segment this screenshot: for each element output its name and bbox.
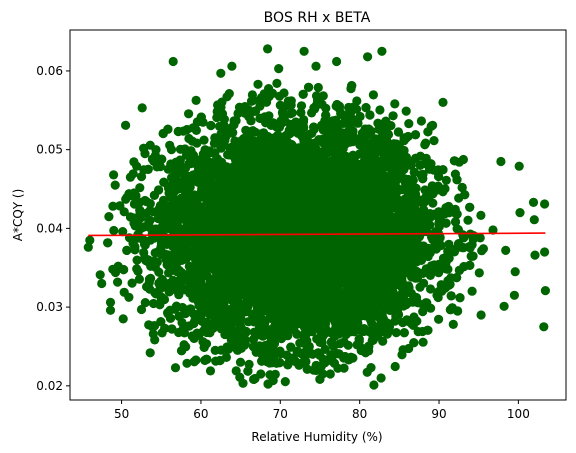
scatter-point [313,82,323,93]
scatter-point [401,133,411,143]
scatter-point [418,307,428,317]
scatter-point [418,337,428,347]
scatter-point [253,79,263,89]
scatter-points [83,44,551,390]
scatter-point [425,284,436,294]
scatter-point [444,239,454,249]
scatter-point [272,78,282,88]
scatter-point [113,277,123,287]
scatter-point [368,90,378,100]
scatter-point [467,286,477,296]
scatter-point [199,135,209,145]
scatter-point [401,106,411,116]
scatter-point [127,278,137,288]
scatter-point [343,340,353,350]
scatter-point [296,101,307,111]
scatter-point [441,175,451,185]
scatter-point [391,328,401,338]
scatter-point [118,227,128,237]
scatter-point [155,162,165,172]
scatter-point [182,358,192,368]
scatter-point [191,95,201,105]
scatter-point [429,136,439,146]
scatter-point [362,367,372,377]
chart-title: BOS RH x BETA [264,10,371,26]
scatter-point [119,287,129,297]
scatter-point [404,119,414,129]
scatter-point [286,109,296,119]
scatter-point [434,314,444,324]
scatter-point [474,268,484,278]
scatter-point [294,360,304,370]
scatter-point [109,225,119,236]
scatter-point [134,274,144,284]
scatter-point [184,109,194,119]
scatter-point [300,353,310,363]
scatter-point [325,369,335,379]
scatter-point [296,107,306,118]
scatter-point [140,298,150,308]
scatter-point [477,246,487,256]
scatter-point [416,116,426,126]
